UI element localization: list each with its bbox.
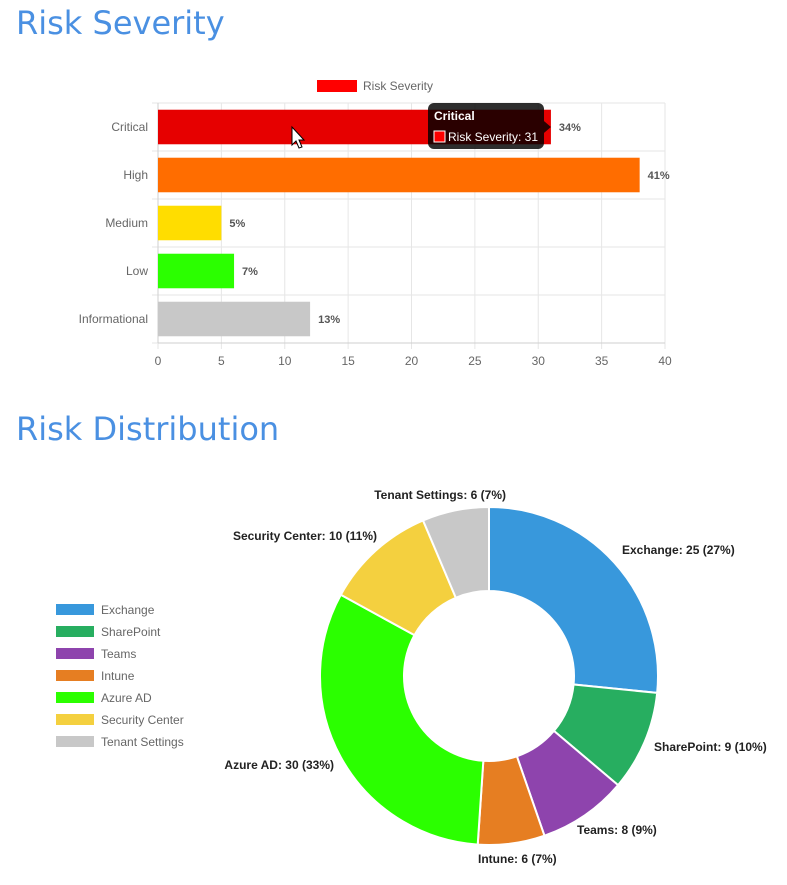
legend-label-azure-ad: Azure AD (101, 691, 152, 705)
tooltip-box (428, 103, 544, 149)
legend-swatch-risk-severity (317, 80, 357, 92)
legend-label-tenant-settings: Tenant Settings (101, 735, 184, 749)
slice-label-tenant-settings: Tenant Settings: 6 (7%) (374, 488, 506, 502)
x-tick-label: 30 (532, 354, 546, 368)
slice-tenant-settings (421, 505, 490, 600)
x-tick-label: 0 (155, 354, 162, 368)
tooltip-caret (543, 121, 551, 133)
x-tick-label: 25 (468, 354, 482, 368)
bar-low (158, 253, 235, 289)
legend-swatch-sharepoint (56, 626, 94, 637)
legend-label-exchange: Exchange (101, 603, 155, 617)
risk-distribution-title: Risk Distribution (16, 410, 280, 448)
slice-label-teams: Teams: 8 (9%) (577, 823, 657, 837)
category-label-informational: Informational (79, 312, 148, 326)
data-label-low: 7% (242, 266, 258, 278)
slice-label-azure-ad: Azure AD: 30 (33%) (224, 758, 334, 772)
slice-label-exchange: Exchange: 25 (27%) (622, 543, 735, 557)
category-label-medium: Medium (105, 216, 148, 230)
x-tick-label: 15 (341, 354, 355, 368)
data-label-medium: 5% (229, 218, 245, 230)
legend-swatch-teams (56, 648, 94, 659)
data-label-critical: 34% (559, 122, 581, 134)
category-label-high: High (123, 168, 148, 182)
x-tick-label: 20 (405, 354, 419, 368)
legend-label-security-center: Security Center (101, 713, 184, 727)
x-tick-label: 40 (658, 354, 672, 368)
x-tick-label: 35 (595, 354, 609, 368)
slice-label-intune: Intune: 6 (7%) (478, 852, 557, 866)
legend-swatch-security-center (56, 714, 94, 725)
data-label-informational: 13% (318, 314, 340, 326)
bar-medium (158, 205, 222, 241)
legend-label-sharepoint: SharePoint (101, 625, 161, 639)
legend-swatch-tenant-settings (56, 736, 94, 747)
slice-label-security-center: Security Center: 10 (11%) (233, 529, 377, 543)
bar-informational (158, 301, 311, 337)
slice-azure-ad (319, 593, 485, 846)
legend-label-teams: Teams (101, 647, 136, 661)
risk-severity-title: Risk Severity (16, 4, 225, 42)
legend-label-risk-severity: Risk Severity (363, 79, 433, 93)
tooltip-label: Risk Severity: 31 (448, 130, 538, 144)
risk-severity-chart: Risk Severity 0 5 10 15 20 25 30 35 40 Critical 34%… (79, 79, 672, 368)
tooltip-swatch (433, 130, 446, 143)
slice-exchange (488, 505, 659, 695)
slice-label-sharepoint: SharePoint: 9 (10%) (654, 740, 767, 754)
risk-distribution-chart: Exchange: 25 (27%) SharePoint: 9 (10%) Tea… (56, 488, 767, 866)
legend-label-intune: Intune (101, 669, 135, 683)
x-tick-label: 5 (218, 354, 225, 368)
x-tick-label: 10 (278, 354, 292, 368)
tooltip: Critical Risk Severity: 31 (428, 103, 551, 149)
mouse-cursor-icon (291, 125, 306, 149)
category-label-critical: Critical (111, 120, 148, 134)
legend-swatch-azure-ad (56, 692, 94, 703)
legend-swatch-intune (56, 670, 94, 681)
legend-swatch-exchange (56, 604, 94, 615)
data-label-high: 41% (648, 170, 670, 182)
category-label-low: Low (126, 264, 148, 278)
tooltip-title: Critical (434, 109, 475, 123)
bar-high (158, 157, 640, 193)
